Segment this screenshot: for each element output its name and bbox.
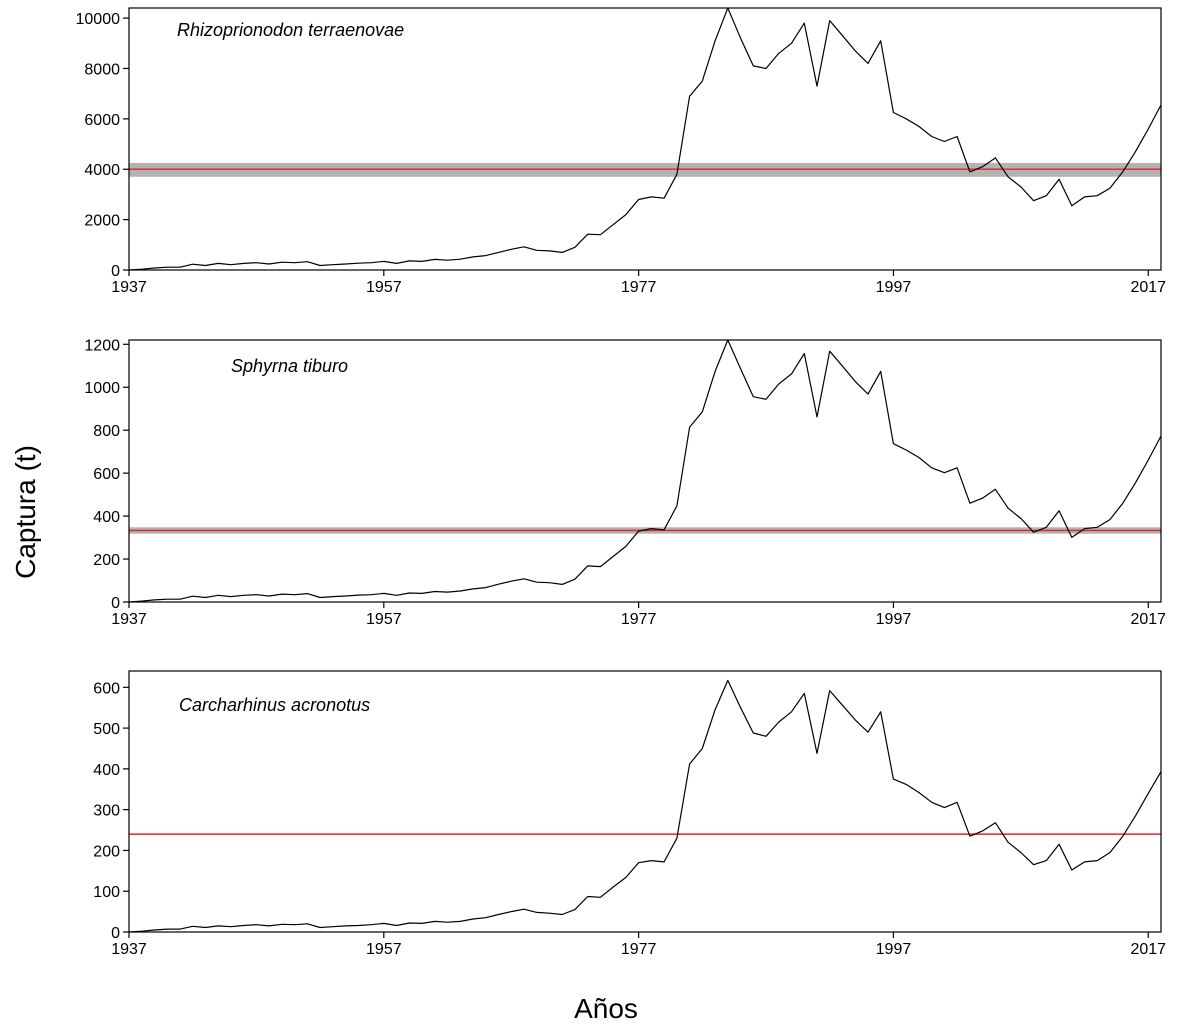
panel-sphyrna: 0 200 400 600 800 1000 1200 1937 1957 1977 1997 201… bbox=[84, 337, 1166, 628]
x-tick-label: 2017 bbox=[1130, 279, 1166, 296]
y-tick-label: 1000 bbox=[84, 380, 120, 397]
x-tick-label: 1957 bbox=[366, 941, 402, 958]
y-tick-label: 0 bbox=[111, 925, 120, 942]
x-tick-label: 1997 bbox=[876, 611, 912, 628]
catch-series-line bbox=[129, 680, 1161, 932]
x-tick-label: 2017 bbox=[1130, 611, 1166, 628]
x-axis-title: Años bbox=[574, 993, 638, 1024]
y-tick-label: 300 bbox=[93, 803, 120, 820]
panel-title: Rhizoprionodon terraenovae bbox=[177, 20, 404, 40]
y-tick-label: 200 bbox=[93, 843, 120, 860]
x-tick-label: 1997 bbox=[876, 279, 912, 296]
plot-frame bbox=[129, 340, 1161, 602]
x-tick-label: 1937 bbox=[111, 279, 147, 296]
x-tick-label: 1977 bbox=[621, 941, 657, 958]
y-tick-label: 500 bbox=[93, 721, 120, 738]
panel-title: Sphyrna tiburo bbox=[231, 356, 348, 376]
plot-frame bbox=[129, 8, 1161, 270]
y-tick-label: 2000 bbox=[84, 213, 120, 230]
y-tick-label: 200 bbox=[93, 552, 120, 569]
y-tick-label: 800 bbox=[93, 423, 120, 440]
y-tick-label: 6000 bbox=[84, 112, 120, 129]
panel-carcharhinus: 0 100 200 300 400 500 600 1937 1957 1977 1997 2017 C… bbox=[93, 671, 1166, 958]
x-tick-label: 1977 bbox=[621, 279, 657, 296]
y-tick-label: 100 bbox=[93, 884, 120, 901]
y-tick-label: 600 bbox=[93, 466, 120, 483]
y-tick-label: 8000 bbox=[84, 61, 120, 78]
y-tick-label: 400 bbox=[93, 509, 120, 526]
y-tick-label: 10000 bbox=[76, 11, 121, 28]
y-axis-title: Captura (t) bbox=[10, 445, 41, 579]
x-tick-label: 1997 bbox=[876, 941, 912, 958]
x-tick-label: 1957 bbox=[366, 279, 402, 296]
y-tick-label: 4000 bbox=[84, 162, 120, 179]
y-tick-label: 400 bbox=[93, 762, 120, 779]
x-tick-label: 1937 bbox=[111, 611, 147, 628]
catch-series-line bbox=[129, 8, 1161, 270]
x-tick-label: 1937 bbox=[111, 941, 147, 958]
panel-rhizoprionodon: 0 2000 4000 6000 8000 10000 1937 1957 1977 1997 20… bbox=[76, 8, 1167, 296]
x-tick-label: 1957 bbox=[366, 611, 402, 628]
catch-series-line bbox=[129, 340, 1161, 602]
y-tick-label: 1200 bbox=[84, 337, 120, 354]
panel-title: Carcharhinus acronotus bbox=[179, 695, 370, 715]
x-tick-label: 1977 bbox=[621, 611, 657, 628]
y-tick-label: 600 bbox=[93, 680, 120, 697]
x-tick-label: 2017 bbox=[1130, 941, 1166, 958]
y-tick-label: 0 bbox=[111, 263, 120, 280]
y-tick-label: 0 bbox=[111, 595, 120, 612]
